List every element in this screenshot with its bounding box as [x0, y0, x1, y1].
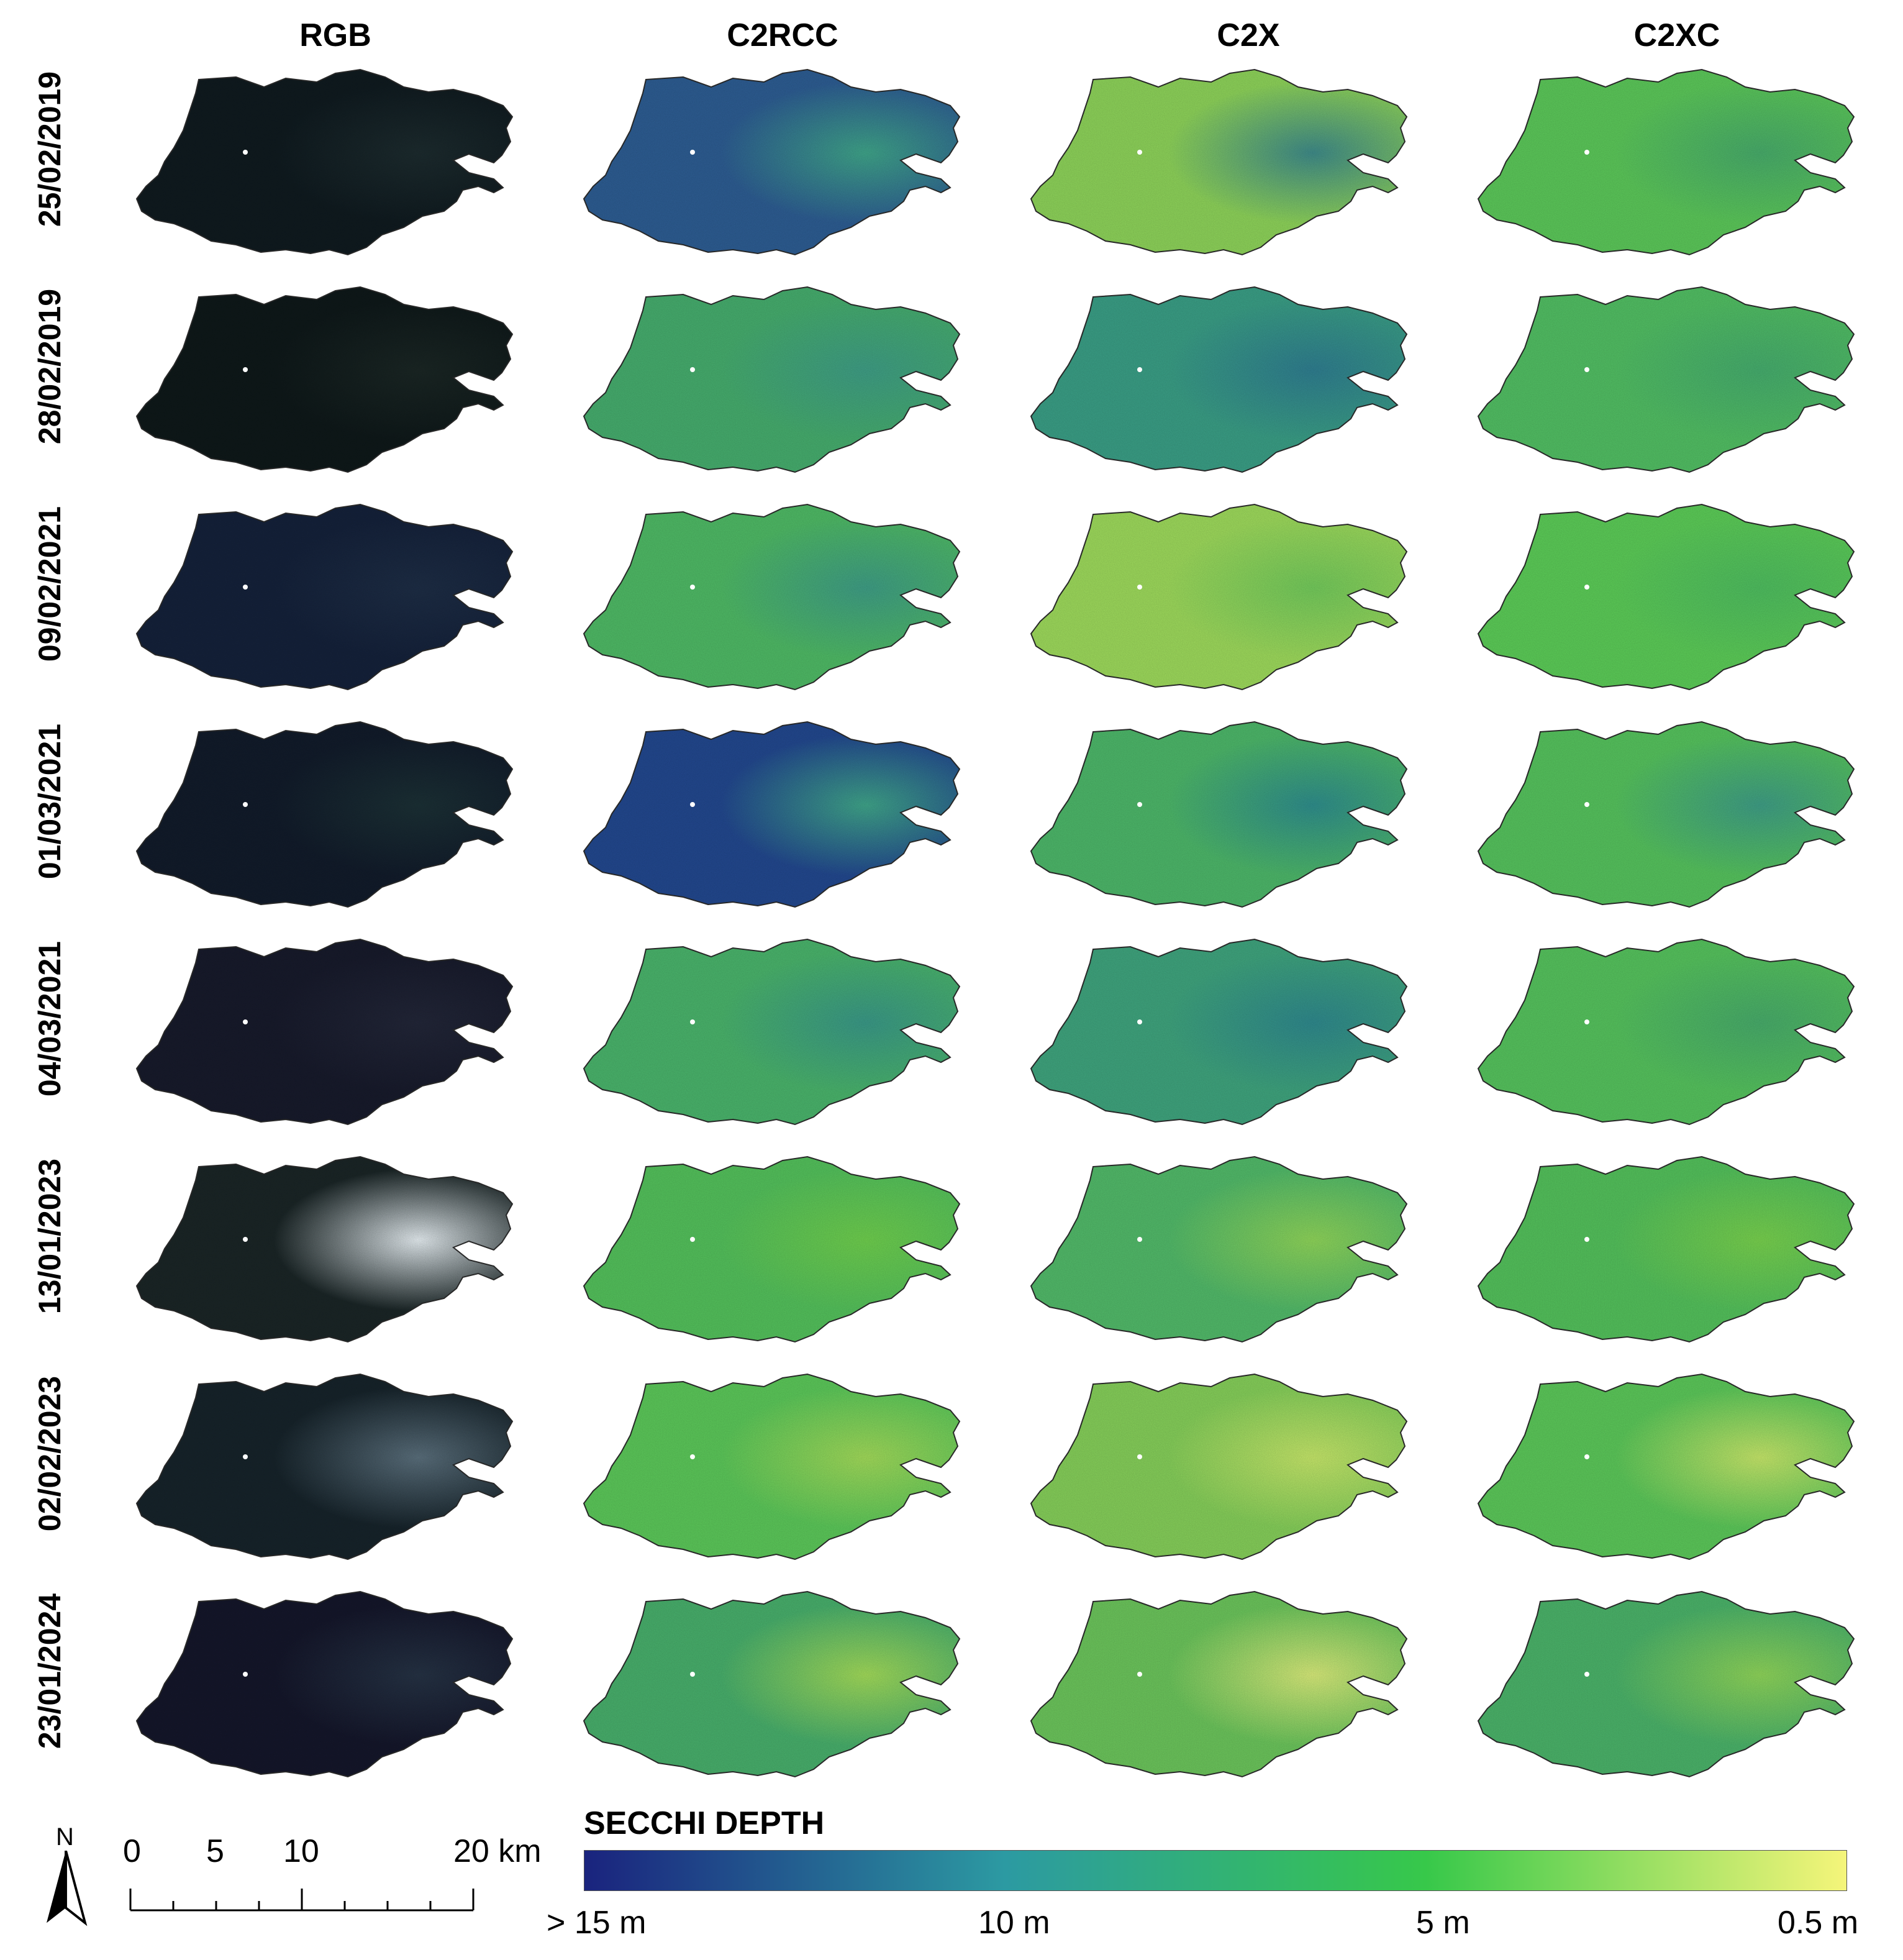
legend-tick-3: 5 m — [1416, 1905, 1470, 1941]
row-date: 02/02/2023 — [32, 1375, 67, 1532]
row-date: 09/02/2021 — [32, 506, 67, 662]
map-panel-rgb — [130, 1373, 528, 1572]
lake-map — [583, 721, 961, 908]
lake-map — [1477, 503, 1855, 691]
lake-map — [135, 721, 514, 908]
scale-label-20: 20 km — [453, 1833, 542, 1869]
lake-map — [1030, 1373, 1408, 1561]
lake-map — [135, 503, 514, 691]
map-panel-c2rcc — [578, 938, 975, 1137]
lake-map — [583, 503, 961, 691]
map-panel-c2x — [1025, 938, 1422, 1137]
map-panel-c2xc — [1472, 721, 1869, 919]
map-panel-c2xc — [1472, 1373, 1869, 1572]
lake-map — [583, 286, 961, 473]
map-panel-c2x — [1025, 1590, 1422, 1789]
column-header-rgb: RGB — [299, 17, 371, 53]
lake-map — [135, 286, 514, 473]
map-panel-c2xc — [1472, 68, 1869, 267]
row-date: 04/03/2021 — [32, 941, 67, 1097]
map-panel-c2xc — [1472, 1155, 1869, 1354]
lake-map — [1477, 938, 1855, 1126]
lake-map — [1030, 938, 1408, 1126]
map-panel-c2rcc — [578, 503, 975, 702]
map-panel-c2xc — [1472, 503, 1869, 702]
legend-tick-1: > 15 m — [547, 1905, 647, 1941]
lake-map — [1030, 1155, 1408, 1343]
map-panel-c2x — [1025, 503, 1422, 702]
scale-bar — [129, 1889, 475, 1912]
column-header-c2rcc: C2RCC — [727, 17, 838, 53]
scale-label-5: 5 — [206, 1833, 224, 1869]
lake-map — [583, 1155, 961, 1343]
lake-map — [1030, 286, 1408, 473]
legend-tick-4: 0.5 m — [1778, 1905, 1859, 1941]
map-panel-c2rcc — [578, 68, 975, 267]
row-date: 25/02/2019 — [32, 71, 67, 227]
lake-map — [583, 1373, 961, 1561]
map-panel-c2x — [1025, 68, 1422, 267]
lake-map — [135, 1155, 514, 1343]
lake-map — [1030, 503, 1408, 691]
lake-map — [1030, 1590, 1408, 1778]
column-header-c2x: C2X — [1217, 17, 1280, 53]
map-panel-c2x — [1025, 1373, 1422, 1572]
map-panel-c2xc — [1472, 938, 1869, 1137]
lake-map — [135, 1373, 514, 1561]
map-panel-rgb — [130, 938, 528, 1137]
scale-label-10: 10 — [283, 1833, 319, 1869]
row-date: 13/01/2023 — [32, 1158, 67, 1315]
lake-map — [583, 68, 961, 256]
map-panel-rgb — [130, 1155, 528, 1354]
map-panel-c2xc — [1472, 1590, 1869, 1789]
map-panel-c2x — [1025, 1155, 1422, 1354]
lake-map — [1030, 721, 1408, 908]
lake-map — [1477, 286, 1855, 473]
lake-map — [1477, 1590, 1855, 1778]
lake-map — [135, 1590, 514, 1778]
lake-map — [583, 1590, 961, 1778]
lake-map — [135, 68, 514, 256]
map-panel-c2xc — [1472, 286, 1869, 485]
row-date: 28/02/2019 — [32, 288, 67, 445]
map-panel-c2rcc — [578, 1590, 975, 1789]
map-panel-c2x — [1025, 286, 1422, 485]
map-panel-c2rcc — [578, 1373, 975, 1572]
map-panel-c2rcc — [578, 1155, 975, 1354]
map-panel-rgb — [130, 1590, 528, 1789]
row-date: 23/01/2024 — [32, 1593, 67, 1749]
column-header-c2xc: C2XC — [1633, 17, 1720, 53]
lake-map — [1030, 68, 1408, 256]
map-panel-c2x — [1025, 721, 1422, 919]
map-panel-rgb — [130, 286, 528, 485]
lake-map — [583, 938, 961, 1126]
north-label: N — [56, 1823, 74, 1851]
lake-map — [1477, 1155, 1855, 1343]
lake-map — [1477, 1373, 1855, 1561]
lake-map — [1477, 721, 1855, 908]
lake-map — [135, 938, 514, 1126]
scale-label-0: 0 — [123, 1833, 141, 1869]
north-arrow-icon — [46, 1851, 88, 1926]
map-panel-rgb — [130, 68, 528, 267]
legend-tick-2: 10 m — [978, 1905, 1050, 1941]
map-panel-rgb — [130, 503, 528, 702]
map-panel-c2rcc — [578, 721, 975, 919]
map-panel-rgb — [130, 721, 528, 919]
legend-title: SECCHI DEPTH — [584, 1805, 825, 1841]
lake-map — [1477, 68, 1855, 256]
map-panel-c2rcc — [578, 286, 975, 485]
row-date: 01/03/2021 — [32, 723, 67, 880]
north-arrow: N — [41, 1823, 91, 1929]
legend-color-bar — [584, 1850, 1847, 1891]
